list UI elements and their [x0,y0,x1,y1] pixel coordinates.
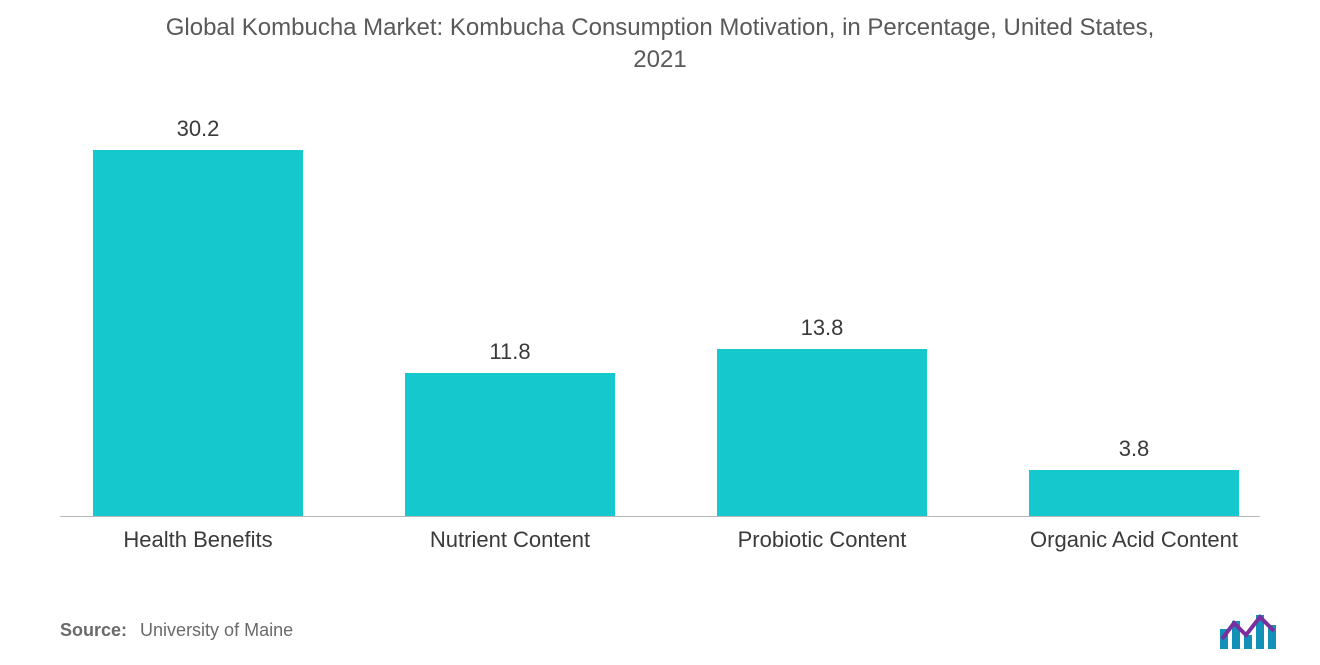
bar-value-label: 11.8 [489,339,530,365]
bar [1029,470,1239,516]
bar-value-label: 13.8 [801,315,844,341]
source-text: University of Maine [140,620,293,640]
chart-container: Global Kombucha Market: Kombucha Consump… [0,0,1320,665]
chart-title: Global Kombucha Market: Kombucha Consump… [150,12,1170,77]
bar [93,150,303,516]
bar [717,349,927,516]
bar-group: 3.8 [1029,470,1239,516]
brand-logo [1216,609,1280,649]
bar [405,373,615,516]
bar-group: 13.8 [717,349,927,516]
bar-value-label: 3.8 [1119,436,1150,462]
bar-value-label: 30.2 [177,116,220,142]
x-axis-label: Nutrient Content [430,527,590,553]
x-axis-labels: Health Benefits Nutrient Content Probiotic… [60,527,1260,577]
x-axis-label: Probiotic Content [738,527,907,553]
bar-group: 30.2 [93,150,303,516]
plot-area: 30.2 11.8 13.8 3.8 [60,117,1260,517]
x-axis-label: Health Benefits [123,527,272,553]
source-label: Source: [60,620,127,640]
x-axis-label: Organic Acid Content [1030,527,1238,553]
bar-group: 11.8 [405,373,615,516]
source-line: Source: University of Maine [60,620,293,641]
